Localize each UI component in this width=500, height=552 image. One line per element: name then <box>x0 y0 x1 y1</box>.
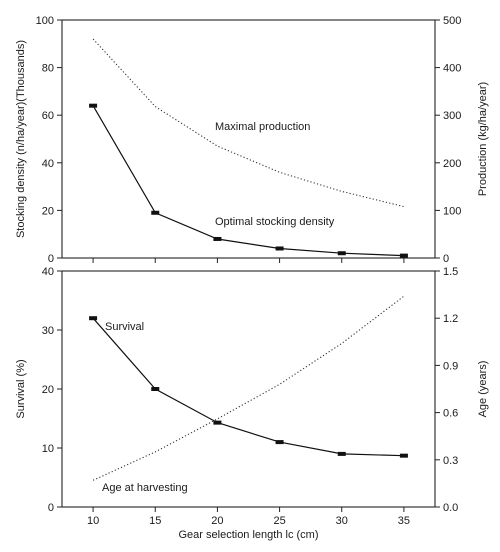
left-axis-tick-label: 40 <box>42 266 54 278</box>
left-axis-tick-label: 80 <box>42 63 54 75</box>
data-point-marker <box>151 387 160 391</box>
x-axis-title: Gear selection length lc (cm) <box>179 529 319 541</box>
left-axis-tick-label: 20 <box>42 384 54 396</box>
x-axis-tick-label: 30 <box>336 515 348 527</box>
x-axis-tick-label: 35 <box>398 515 410 527</box>
right-axis-tick-label: 0.0 <box>443 502 458 514</box>
left-axis-tick-label: 0 <box>48 502 54 514</box>
data-point-marker <box>337 451 346 456</box>
right-axis-tick-label: 0.6 <box>443 408 458 420</box>
data-point-marker <box>89 316 98 321</box>
right-axis-tick-label: 300 <box>443 110 461 122</box>
series-annotation: Age at harvesting <box>102 482 188 494</box>
right-axis-tick-label: 200 <box>443 158 461 170</box>
left-axis-tick-label: 0 <box>48 253 54 265</box>
left-axis-title: Survival (%) <box>15 359 27 418</box>
data-point-marker <box>213 236 222 241</box>
left-axis-tick-label: 20 <box>42 205 54 217</box>
x-axis-tick-label: 25 <box>273 515 285 527</box>
left-axis-tick-label: 100 <box>36 15 54 27</box>
x-axis-tick-label: 15 <box>149 515 161 527</box>
left-axis-tick-label: 30 <box>42 325 54 337</box>
right-axis-tick-label: 0.3 <box>443 455 458 467</box>
right-axis-tick-label: 400 <box>443 63 461 75</box>
right-axis-tick-label: 500 <box>443 15 461 27</box>
series-line-survival <box>92 317 404 457</box>
data-point-marker <box>89 103 98 108</box>
right-axis-title: Production (kg/ha/year) <box>477 82 489 196</box>
data-point-marker <box>337 251 346 256</box>
series-line-optimal-stocking-density <box>92 105 404 257</box>
plot-frame <box>61 270 436 508</box>
left-axis-tick-label: 10 <box>42 443 54 455</box>
right-axis-tick-label: 0.9 <box>443 360 458 372</box>
x-axis-tick-label: 20 <box>211 515 223 527</box>
series-annotation: Maximal production <box>215 121 310 133</box>
data-point-marker <box>399 253 408 258</box>
left-axis-title: Stocking density (n/ha/year)(Thousands) <box>15 40 27 238</box>
right-axis-tick-label: 1.5 <box>443 266 458 278</box>
left-axis-tick-label: 60 <box>42 110 54 122</box>
right-axis-tick-label: 0 <box>443 253 449 265</box>
plot-frame <box>61 19 436 259</box>
right-axis-tick-label: 100 <box>443 205 461 217</box>
series-annotation: Optimal stocking density <box>215 216 335 228</box>
series-annotation: Survival <box>105 321 144 333</box>
series-line-age-at-harvesting <box>92 295 405 481</box>
data-point-marker <box>151 210 160 215</box>
top-panel: 0 20 40 60 80 100 0 100 200 300 400 500 Stocking den… <box>15 15 489 265</box>
data-point-marker <box>399 453 408 458</box>
x-axis-tick-label: 10 <box>87 515 99 527</box>
right-axis-title: Age (years) <box>477 361 489 418</box>
data-point-marker <box>275 246 284 251</box>
left-axis-tick-label: 40 <box>42 158 54 170</box>
data-point-marker <box>213 420 222 425</box>
bottom-panel: 0 10 20 30 40 0.0 0.3 0.6 0.9 1.2 1.5 10 15 20 25 30 35 G… <box>15 266 489 541</box>
data-point-marker <box>275 440 284 445</box>
right-axis-tick-label: 1.2 <box>443 313 458 325</box>
